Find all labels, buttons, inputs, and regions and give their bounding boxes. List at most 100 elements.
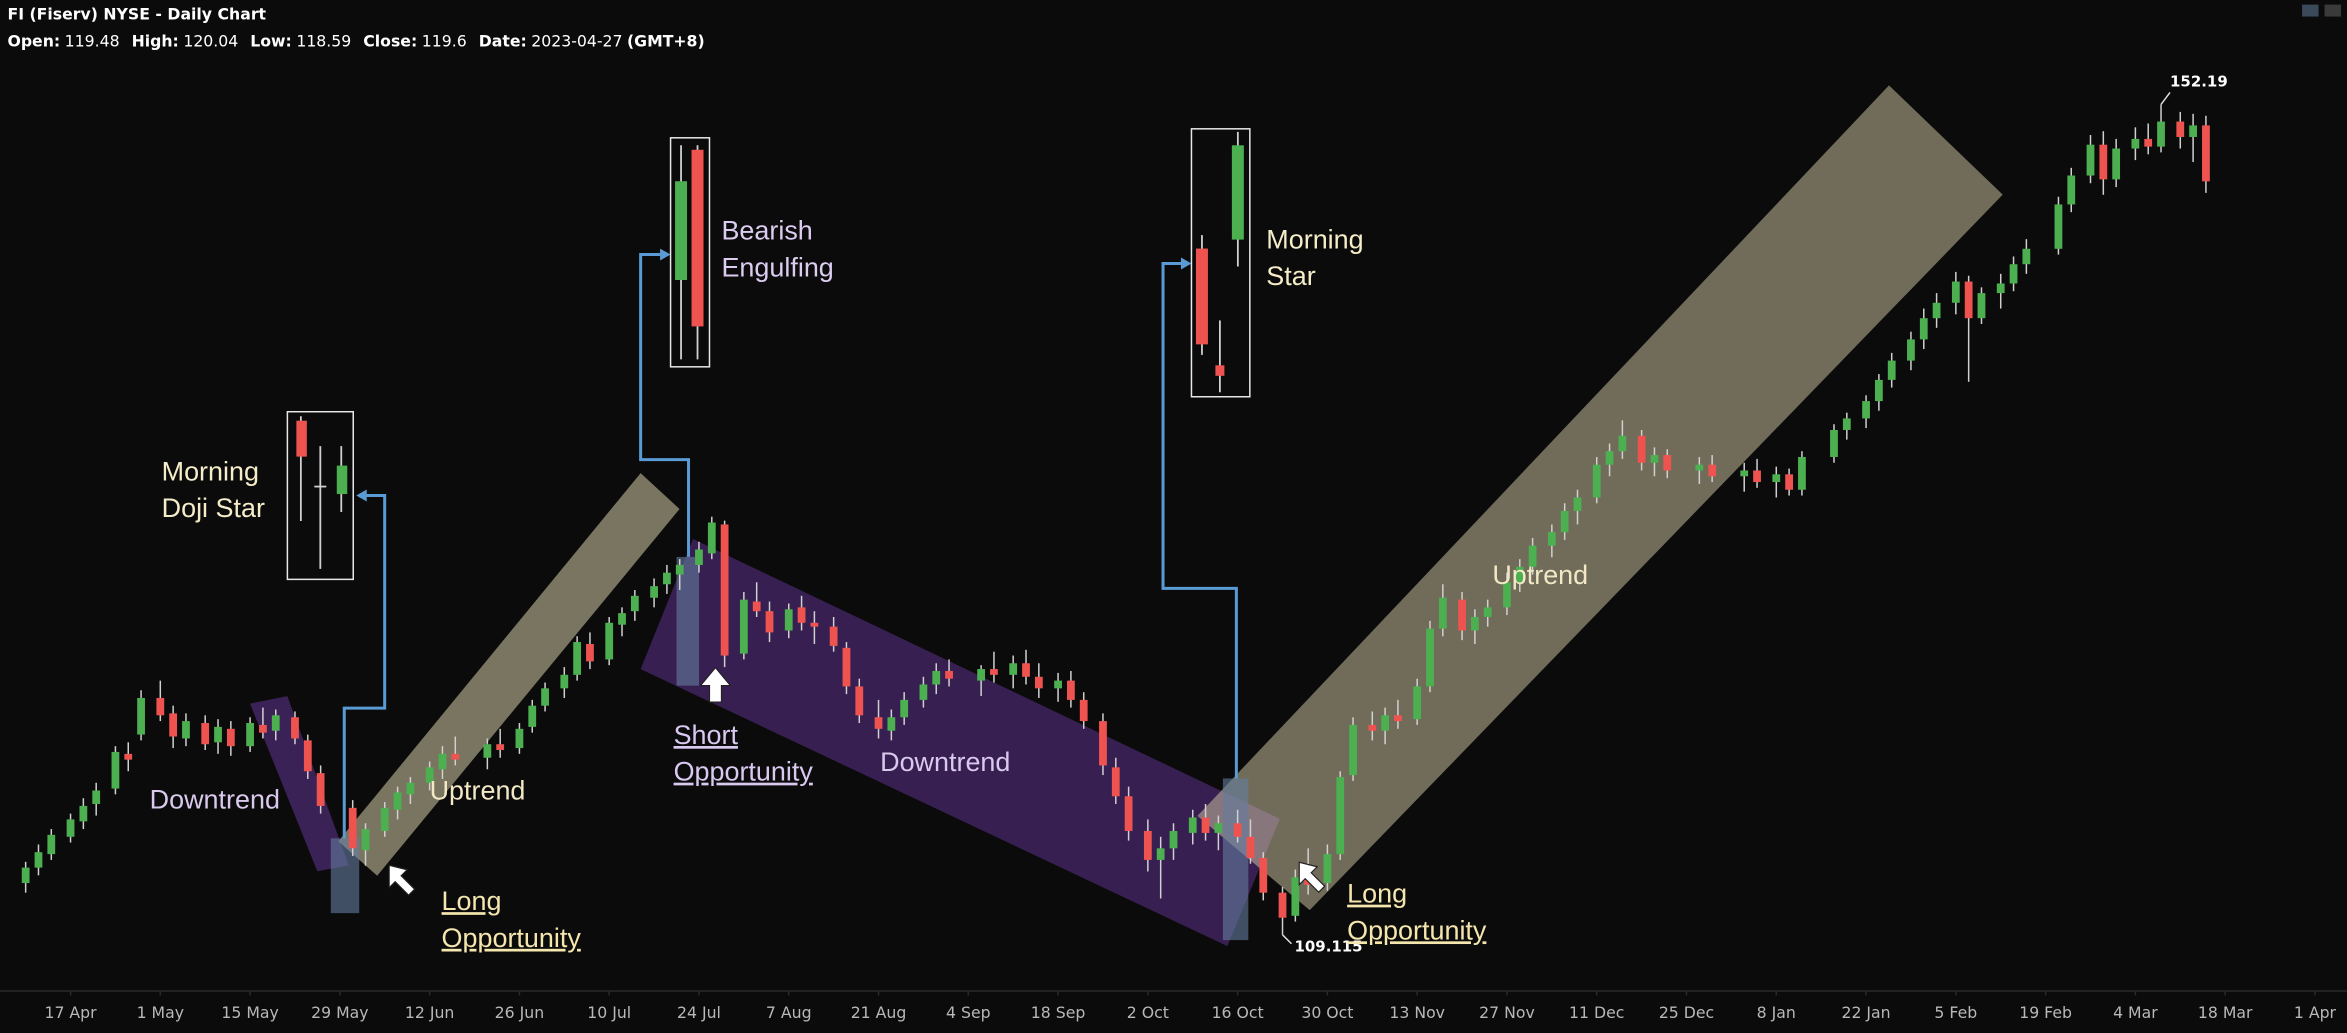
candle-body — [707, 522, 716, 554]
x-tick-label: 21 Aug — [851, 1003, 907, 1022]
candle-body — [784, 609, 793, 631]
candle-body — [1996, 283, 2005, 294]
trend-channel — [338, 473, 680, 876]
candle-body — [1932, 302, 1941, 319]
x-tick-label: 10 Jul — [587, 1003, 631, 1022]
candle-body — [1592, 464, 1601, 498]
candle-body — [2202, 125, 2210, 182]
x-tick-label: 22 Jan — [1841, 1003, 1890, 1022]
opportunity-arrow — [1298, 861, 1326, 894]
x-tick-label: 5 Feb — [1934, 1003, 1977, 1022]
pattern-illustration — [296, 131, 1244, 569]
annotation: Bearish — [721, 216, 812, 246]
candle-body — [1413, 686, 1422, 720]
x-tick-label: 26 Jun — [495, 1003, 545, 1022]
candle-body — [1438, 597, 1447, 629]
info-value: 118.59 — [296, 32, 351, 51]
candle-body — [1708, 464, 1717, 477]
candle-body — [2009, 264, 2018, 284]
candle-body — [887, 717, 896, 731]
x-tick-label: 24 Jul — [677, 1003, 721, 1022]
candle-body — [1470, 616, 1479, 631]
candle-body — [1336, 777, 1345, 855]
x-tick-label: 19 Feb — [2019, 1003, 2072, 1022]
candle-body — [765, 611, 774, 633]
trend-channel — [1197, 85, 2003, 911]
candle-body — [2112, 148, 2121, 180]
candle-body — [675, 564, 684, 575]
candle-body — [1067, 680, 1075, 700]
x-tick-label: 16 Oct — [1212, 1003, 1264, 1022]
info-value: 2023-04-27 — [531, 32, 622, 51]
annotation: Downtrend — [150, 784, 280, 814]
candle-body — [1111, 767, 1120, 797]
candle-body — [1951, 281, 1960, 303]
toolbar-icon[interactable] — [2302, 4, 2319, 17]
candle-body — [1650, 455, 1659, 463]
candle-body — [2131, 138, 2140, 149]
candle-body — [797, 607, 806, 623]
candle-body — [1022, 663, 1030, 677]
candle-body — [303, 740, 312, 772]
candle-body — [201, 723, 210, 745]
trend-channel — [640, 538, 1280, 947]
pattern-highlight — [330, 838, 360, 914]
candle-body — [425, 767, 434, 783]
low-pointer — [1281, 934, 1293, 945]
ohlc-info: Open: 119.48 High: 120.04 Low: 118.59 Close: 11… — [7, 32, 704, 51]
annotation: Opportunity — [674, 757, 814, 787]
candle-body — [1528, 545, 1537, 567]
candle-body — [291, 717, 299, 739]
candle-body — [1842, 418, 1851, 430]
x-tick-label: 4 Sep — [946, 1003, 991, 1022]
candle-body — [380, 807, 389, 831]
candle-body — [1278, 892, 1287, 918]
candle-body — [2054, 204, 2063, 249]
candle-body — [586, 643, 594, 662]
annotation: Uptrend — [1492, 560, 1588, 590]
candle-body — [932, 670, 941, 685]
candle-body — [438, 753, 447, 770]
high-pointer — [2160, 91, 2171, 105]
candle-body — [2157, 121, 2165, 147]
candle-body — [1618, 435, 1627, 452]
x-tick-label: 25 Dec — [1659, 1003, 1714, 1022]
candle-body — [169, 713, 178, 737]
candle-body — [1099, 721, 1107, 766]
candle-body — [406, 782, 415, 795]
candle-body — [483, 744, 492, 758]
x-tick-label: 13 Nov — [1389, 1003, 1445, 1022]
annotation: Engulfing — [721, 252, 833, 282]
candle-body — [560, 674, 569, 689]
candle-body — [246, 723, 254, 747]
candle-body — [1368, 724, 1377, 731]
candle-body — [66, 819, 75, 837]
candle-body — [316, 773, 325, 806]
candle-body — [92, 790, 101, 804]
candle-body — [1394, 715, 1402, 722]
candle-body — [650, 586, 658, 598]
candle-body — [829, 626, 838, 646]
candle-body — [182, 721, 190, 739]
candle-body — [810, 622, 819, 627]
candle-body — [214, 726, 222, 743]
annotation: Doji Star — [162, 493, 265, 523]
candle-body — [348, 807, 357, 849]
candle-body — [1483, 607, 1492, 617]
x-tick-label: 1 May — [137, 1003, 184, 1022]
candle-body — [1695, 464, 1704, 471]
candle-body — [1009, 663, 1018, 675]
info-label: Close: — [363, 32, 417, 51]
candle-body — [1503, 582, 1511, 608]
candle-body — [1214, 823, 1223, 833]
info-label: Date: — [479, 32, 527, 51]
candle-body — [1887, 360, 1896, 380]
callouts — [286, 4, 2342, 897]
candle-body — [2189, 125, 2197, 137]
candle-body — [1605, 451, 1614, 465]
toolbar-icon[interactable] — [2324, 4, 2342, 17]
candle-body — [1573, 497, 1582, 511]
annotation: Uptrend — [430, 775, 526, 805]
candle-body — [630, 595, 639, 612]
chart-title: FI (Fiserv) NYSE - Daily Chart — [7, 5, 266, 24]
